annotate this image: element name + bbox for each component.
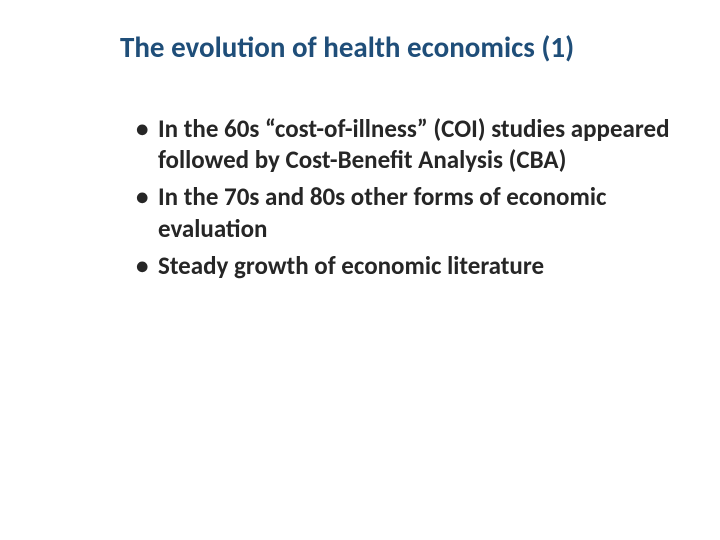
slide-title: The evolution of health economics (1): [120, 30, 680, 65]
list-item: Steady growth of economic literature: [136, 250, 680, 281]
list-item: In the 70s and 80s other forms of econom…: [136, 181, 680, 244]
bullet-list: In the 60s “cost-of-illness” (COI) studi…: [120, 113, 680, 281]
list-item: In the 60s “cost-of-illness” (COI) studi…: [136, 113, 680, 176]
